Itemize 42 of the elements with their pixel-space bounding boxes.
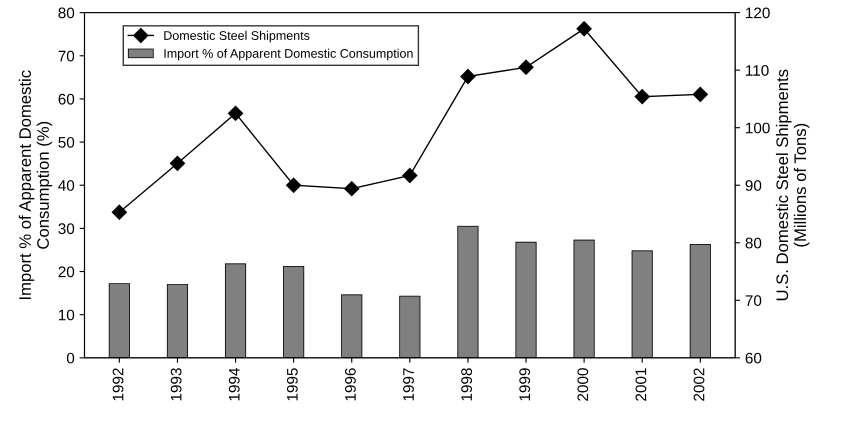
y2-axis-title: U.S. Domestic Steel Shipments (Millions of Tons) bbox=[776, 70, 810, 300]
point bbox=[518, 60, 534, 75]
y2-tick-label: 100 bbox=[746, 122, 770, 134]
x-tick-label: 2000 bbox=[577, 368, 588, 401]
legend-label: Import % of Apparent Domestic Consumption bbox=[164, 48, 413, 60]
x-tick-label: 1996 bbox=[345, 368, 356, 400]
x-tick-label: 2001 bbox=[635, 368, 646, 401]
point bbox=[692, 86, 708, 102]
x-tick-label: 1992 bbox=[112, 368, 124, 400]
point bbox=[170, 156, 186, 171]
point bbox=[460, 68, 476, 84]
y-tick-label: 0 bbox=[66, 352, 74, 364]
legend-label: Domestic Steel Shipments bbox=[164, 30, 310, 42]
y2-tick-label: 80 bbox=[746, 238, 762, 248]
x-tick-label: 1998 bbox=[461, 368, 472, 400]
y-axis-title: Import % of Apparent Domestic Consumption (%) bbox=[18, 70, 52, 300]
y2-tick-label: 120 bbox=[746, 8, 770, 18]
point bbox=[634, 89, 650, 104]
y2-tick-label: 110 bbox=[746, 65, 769, 76]
y-tick-label: 80 bbox=[58, 8, 74, 18]
x-tick-label: 1999 bbox=[519, 368, 530, 400]
point bbox=[576, 21, 592, 36]
point bbox=[112, 204, 127, 220]
y-tick-label: 40 bbox=[58, 180, 74, 191]
x-tick-label: 1995 bbox=[286, 368, 298, 400]
y-tick-label: 50 bbox=[58, 136, 74, 148]
x-tick-label: 2002 bbox=[694, 368, 704, 401]
x-tick-label: 1997 bbox=[403, 368, 414, 400]
y-tick-label: 10 bbox=[58, 310, 74, 320]
y-tick-label: 30 bbox=[58, 223, 74, 234]
point bbox=[228, 106, 244, 121]
x-tick-label: 1993 bbox=[170, 368, 182, 400]
x-tick-label: 1994 bbox=[228, 368, 240, 400]
y2-tick-label: 90 bbox=[746, 180, 762, 191]
y-tick-label: 70 bbox=[58, 50, 74, 62]
y-tick-label: 60 bbox=[58, 94, 74, 105]
point bbox=[286, 178, 302, 193]
y-tick-label: 20 bbox=[58, 266, 74, 278]
y2-tick-label: 70 bbox=[746, 295, 762, 306]
y2-tick-label: 60 bbox=[746, 352, 762, 364]
point bbox=[344, 181, 360, 196]
point bbox=[402, 168, 418, 184]
